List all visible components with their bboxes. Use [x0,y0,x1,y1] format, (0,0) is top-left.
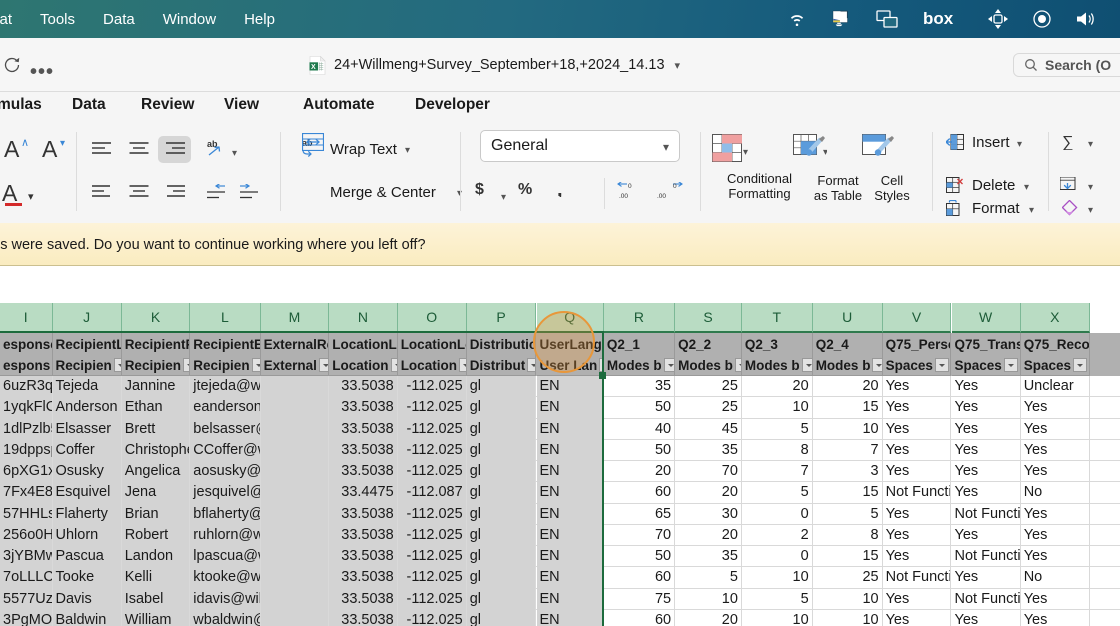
svg-text:▾: ▾ [743,147,748,158]
svg-text:%: % [518,181,532,197]
svg-text:box: box [923,10,954,28]
svg-text:∑: ∑ [1062,134,1073,150]
svg-text:,: , [557,180,563,197]
svg-text:.00: .00 [619,193,628,200]
svg-text:$: $ [475,181,484,197]
svg-text:0: 0 [673,183,677,190]
svg-text:▾: ▾ [823,147,827,158]
svg-text:.00: .00 [657,193,666,200]
svg-text:0: 0 [628,183,632,190]
svg-text:X: X [311,64,316,71]
